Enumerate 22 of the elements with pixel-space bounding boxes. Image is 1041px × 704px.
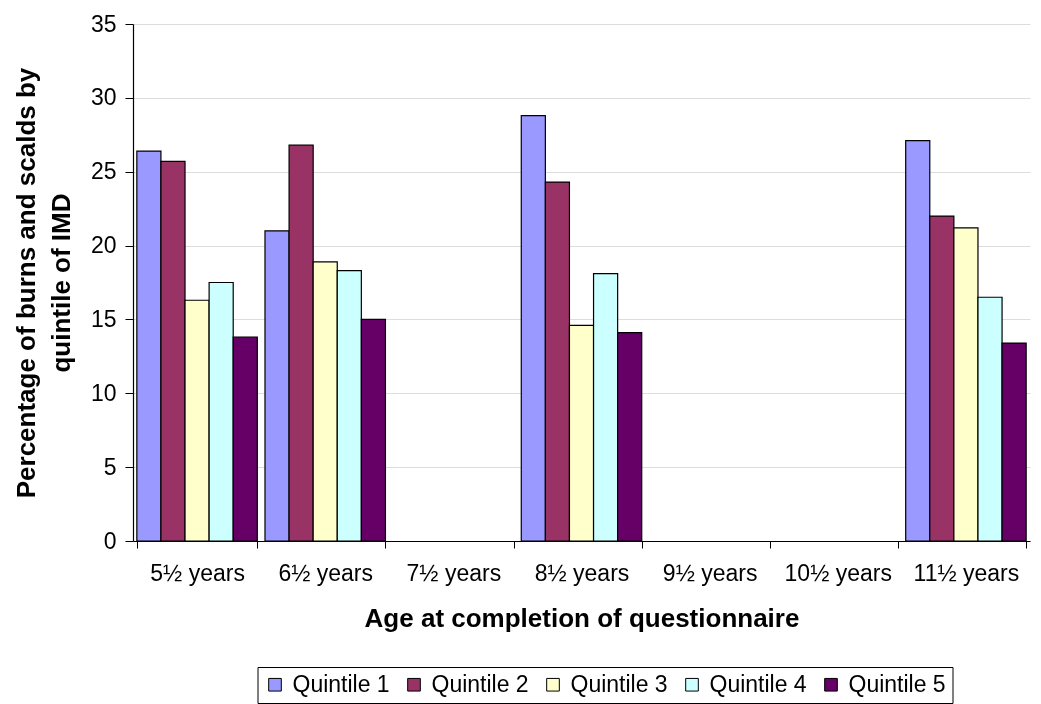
x-tick-label: 8½ years [534,559,630,586]
y-tick-label: 15 [90,305,117,332]
x-axis-title: Age at completion of questionnaire [364,602,800,633]
legend-label: Quintile 2 [431,670,529,697]
y-tick-label: 25 [90,158,117,185]
y-tick-label: 30 [90,84,117,111]
x-tick-label: 6½ years [278,559,374,586]
y-tick-label: 0 [103,527,117,554]
y-tick-label: 10 [90,379,117,406]
legend-label: Quintile 1 [292,670,390,697]
x-tick-label: 11½ years [913,559,1020,586]
y-tick-label: 20 [90,232,117,259]
x-tick-label: 7½ years [406,559,502,586]
x-tick-label: 5½ years [150,559,245,586]
x-tick-label: 9½ years [662,559,758,586]
y-tick-label: 35 [90,10,117,37]
y-axis-title: Percentage of burns and scalds by quintile of IMD [10,67,76,499]
y-tick-label: 5 [103,453,117,480]
legend-label: Quintile 4 [709,670,807,697]
legend-label: Quintile 5 [848,670,946,697]
legend-label: Quintile 3 [570,670,668,697]
x-tick-label: 10½ years [784,559,892,586]
